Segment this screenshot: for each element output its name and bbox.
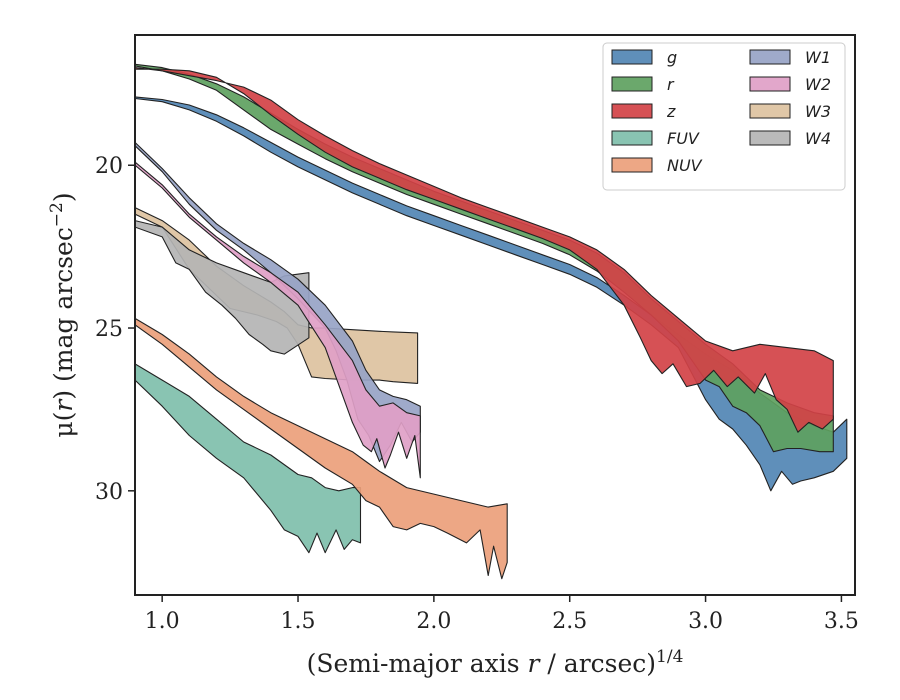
- x-tick-label: 2.0: [416, 609, 451, 634]
- legend-swatch-w3: [749, 103, 791, 119]
- legend-swatch-nuv: [611, 157, 653, 173]
- legend: grz FUV NUV W1 W2 W3 W4: [602, 42, 846, 191]
- x-tick-label: 1.5: [281, 609, 316, 634]
- legend-label-w4: W4: [805, 129, 831, 148]
- legend-label-r: r: [667, 75, 675, 94]
- legend-label-fuv: FUV: [667, 129, 700, 148]
- y-tick-label: 30: [95, 480, 123, 505]
- legend-label-g: g: [667, 48, 677, 67]
- x-axis-label: (Semi-major axis r / arcsec)1/4: [307, 647, 684, 678]
- series-w4-band: [135, 220, 310, 355]
- legend-swatch-w2: [749, 76, 791, 92]
- series-nuv-band: [135, 317, 508, 580]
- series-z-band: [135, 67, 834, 433]
- y-tick-label: 25: [95, 317, 123, 342]
- legend-label-w1: W1: [805, 48, 831, 67]
- x-tick-label: 2.5: [552, 609, 587, 634]
- legend-swatch-r: [611, 76, 653, 92]
- series-layer: [135, 63, 848, 580]
- y-axis-label: μ(r) (mag arcsec−2): [47, 192, 78, 437]
- legend-swatch-z: [611, 103, 653, 119]
- legend-label-w2: W2: [805, 75, 831, 94]
- x-tick-label: 3.0: [688, 609, 723, 634]
- series-fuv-band: [135, 363, 362, 554]
- x-tick-label: 3.5: [824, 609, 859, 634]
- legend-label-z: z: [666, 102, 676, 121]
- legend-swatch-w1: [749, 49, 791, 65]
- legend-label-nuv: NUV: [667, 156, 703, 175]
- plot-frame: [134, 34, 856, 596]
- y-tick-label: 20: [95, 154, 123, 179]
- x-axis-ticks: 1.0 1.5 2.0 2.5 3.0 3.5: [145, 595, 859, 634]
- legend-swatch-fuv: [611, 130, 653, 146]
- legend-swatch-g: [611, 49, 653, 65]
- legend-swatch-w4: [749, 130, 791, 146]
- legend-label-w3: W3: [805, 102, 831, 121]
- x-tick-label: 1.0: [145, 609, 180, 634]
- series-w2-band: [135, 161, 421, 479]
- y-axis-ticks: 20 25 30: [95, 154, 135, 505]
